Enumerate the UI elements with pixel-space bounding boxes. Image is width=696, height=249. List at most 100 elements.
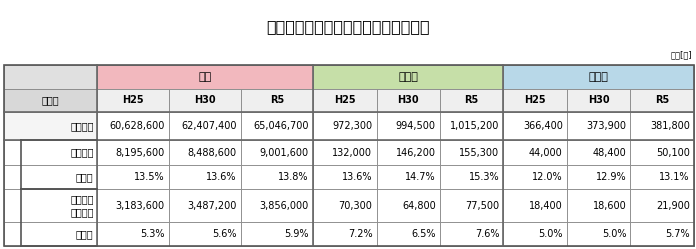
Bar	[4, 140, 97, 165]
Text: R5: R5	[465, 95, 479, 105]
Bar	[4, 89, 97, 112]
Bar	[440, 222, 503, 246]
Bar	[4, 189, 97, 222]
Bar	[97, 112, 169, 140]
Text: H30: H30	[194, 95, 216, 105]
Bar	[241, 165, 313, 189]
Text: 3,856,000: 3,856,000	[260, 200, 309, 211]
Bar	[503, 189, 567, 222]
Text: 60,628,600: 60,628,600	[109, 121, 165, 131]
Bar	[169, 222, 241, 246]
Bar	[313, 140, 377, 165]
Bar	[313, 89, 377, 112]
Text: （率）: （率）	[76, 172, 93, 182]
Text: 12.9%: 12.9%	[596, 172, 626, 182]
Text: 5.0%: 5.0%	[538, 229, 563, 239]
Bar	[567, 222, 631, 246]
Text: 8,488,600: 8,488,600	[188, 147, 237, 158]
Text: 5.6%: 5.6%	[212, 229, 237, 239]
Text: 65,046,700: 65,046,700	[253, 121, 309, 131]
Bar	[503, 112, 567, 140]
Bar	[631, 140, 694, 165]
Text: その他の
空き家数: その他の 空き家数	[70, 194, 93, 217]
Bar	[169, 112, 241, 140]
Text: R5: R5	[270, 95, 284, 105]
Bar	[313, 222, 377, 246]
Bar	[440, 189, 503, 222]
Text: 21,900: 21,900	[656, 200, 690, 211]
Text: 8,195,600: 8,195,600	[116, 147, 165, 158]
Bar	[631, 89, 694, 112]
Bar	[567, 140, 631, 165]
Text: 7.6%: 7.6%	[475, 229, 499, 239]
Bar	[440, 140, 503, 165]
Bar	[241, 140, 313, 165]
Bar	[169, 89, 241, 112]
Bar	[503, 165, 567, 189]
Bar	[503, 140, 567, 165]
Bar	[169, 189, 241, 222]
Text: 13.1%: 13.1%	[659, 172, 690, 182]
Text: 381,800: 381,800	[650, 121, 690, 131]
Bar	[567, 189, 631, 222]
Text: 132,000: 132,000	[333, 147, 372, 158]
Bar	[97, 89, 169, 112]
Text: 972,300: 972,300	[332, 121, 372, 131]
Bar	[631, 222, 694, 246]
Bar	[440, 112, 503, 140]
Bar	[313, 165, 377, 189]
Text: 48,400: 48,400	[592, 147, 626, 158]
Text: 9,001,600: 9,001,600	[260, 147, 309, 158]
Bar	[169, 165, 241, 189]
Text: 13.6%: 13.6%	[342, 172, 372, 182]
Bar	[313, 189, 377, 222]
Bar	[241, 222, 313, 246]
Bar	[503, 89, 567, 112]
Text: 50,100: 50,100	[656, 147, 690, 158]
Text: 3,183,600: 3,183,600	[116, 200, 165, 211]
Text: H25: H25	[334, 95, 356, 105]
Bar	[241, 89, 313, 112]
Text: 5.0%: 5.0%	[602, 229, 626, 239]
Text: 空き家数: 空き家数	[70, 147, 93, 158]
Text: 14.7%: 14.7%	[405, 172, 436, 182]
Bar	[631, 189, 694, 222]
Bar	[503, 65, 694, 89]
Bar	[97, 140, 169, 165]
Text: 44,000: 44,000	[529, 147, 563, 158]
Text: 366,400: 366,400	[523, 121, 563, 131]
Text: 全国: 全国	[198, 72, 212, 82]
Bar	[241, 112, 313, 140]
Text: 994,500: 994,500	[396, 121, 436, 131]
Text: 単位[戸]: 単位[戸]	[670, 50, 692, 59]
Text: 1,015,200: 1,015,200	[450, 121, 499, 131]
Text: 146,200: 146,200	[396, 147, 436, 158]
Bar	[97, 165, 169, 189]
Bar	[377, 140, 440, 165]
Bar	[377, 89, 440, 112]
Bar	[567, 112, 631, 140]
Text: 77,500: 77,500	[465, 200, 499, 211]
Bar	[4, 165, 97, 189]
Text: 新潟市: 新潟市	[589, 72, 608, 82]
Text: R5: R5	[655, 95, 670, 105]
Bar	[97, 65, 313, 89]
Text: 155,300: 155,300	[459, 147, 499, 158]
Text: 12.0%: 12.0%	[532, 172, 563, 182]
Text: 全国・新潟県・新潟市の空き家の状況: 全国・新潟県・新潟市の空き家の状況	[266, 19, 430, 34]
Text: 調査年: 調査年	[42, 95, 59, 105]
Bar	[631, 165, 694, 189]
Text: 新潟県: 新潟県	[398, 72, 418, 82]
Text: H25: H25	[524, 95, 546, 105]
Bar	[313, 65, 503, 89]
Text: 7.2%: 7.2%	[348, 229, 372, 239]
Text: 5.9%: 5.9%	[285, 229, 309, 239]
Bar	[377, 112, 440, 140]
Bar	[4, 65, 694, 246]
Text: 13.6%: 13.6%	[207, 172, 237, 182]
Text: 18,600: 18,600	[592, 200, 626, 211]
Text: H30: H30	[588, 95, 610, 105]
Bar	[97, 222, 169, 246]
Text: 18,400: 18,400	[529, 200, 563, 211]
Text: H25: H25	[122, 95, 144, 105]
